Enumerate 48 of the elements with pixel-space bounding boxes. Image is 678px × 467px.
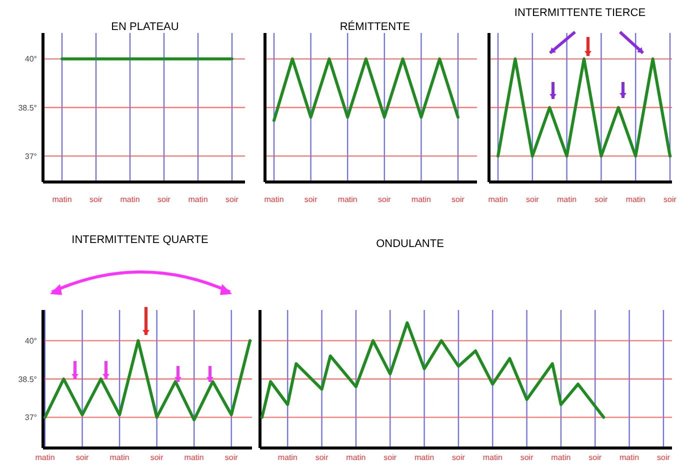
chart-title: RÉMITTENTE <box>340 20 410 33</box>
x-tick-label: matin <box>488 195 508 204</box>
x-tick-label: soir <box>657 453 670 462</box>
x-tick-label: matin <box>35 453 55 462</box>
x-tick-label: soir <box>378 195 392 204</box>
x-tick-label: soir <box>76 453 90 462</box>
x-tick-label: soir <box>304 195 318 204</box>
x-tick-label: matin <box>188 195 208 204</box>
y-tick-label: 38.5° <box>18 103 37 112</box>
x-tick-label: matin <box>414 453 434 462</box>
x-tick-label: soir <box>150 453 164 462</box>
x-tick-label: soir <box>224 453 238 462</box>
x-tick-label: soir <box>594 195 608 204</box>
x-tick-label: matin <box>184 453 204 462</box>
x-tick-label: matin <box>110 453 130 462</box>
x-tick-label: matin <box>278 453 298 462</box>
x-tick-label: matin <box>120 195 140 204</box>
x-tick-label: soir <box>158 195 171 204</box>
chart-title: ONDULANTE <box>376 238 444 250</box>
x-tick-label: soir <box>664 195 677 204</box>
x-tick-label: matin <box>52 195 72 204</box>
x-tick-label: matin <box>557 195 577 204</box>
x-tick-label: soir <box>588 453 602 462</box>
y-tick-label: 40° <box>24 336 37 346</box>
x-tick-label: matin <box>551 453 571 462</box>
x-tick-label: matin <box>411 195 431 204</box>
x-tick-label: soir <box>226 195 239 204</box>
x-tick-label: soir <box>520 453 534 462</box>
chart-title: INTERMITTENTE TIERCE <box>514 7 646 19</box>
x-tick-label: matin <box>482 453 502 462</box>
line-series <box>44 339 252 422</box>
x-tick-label: matin <box>264 195 284 204</box>
y-tick-label: 40° <box>24 54 37 64</box>
chart-title: EN PLATEAU <box>111 21 179 33</box>
x-tick-label: soir <box>384 453 397 462</box>
chart-title: INTERMITTENTE QUARTE <box>72 234 208 246</box>
x-tick-label: soir <box>452 195 465 204</box>
x-tick-label: matin <box>626 195 646 204</box>
x-tick-label: soir <box>90 195 103 204</box>
x-tick-label: matin <box>620 453 640 462</box>
y-tick-label: 37° <box>24 152 37 161</box>
x-tick-label: soir <box>526 195 540 204</box>
x-tick-label: soir <box>315 453 329 462</box>
x-tick-label: matin <box>346 453 366 462</box>
x-tick-label: matin <box>338 195 358 204</box>
y-tick-label: 38.5° <box>18 374 37 384</box>
y-tick-label: 37° <box>24 413 37 422</box>
x-tick-label: soir <box>452 453 466 462</box>
